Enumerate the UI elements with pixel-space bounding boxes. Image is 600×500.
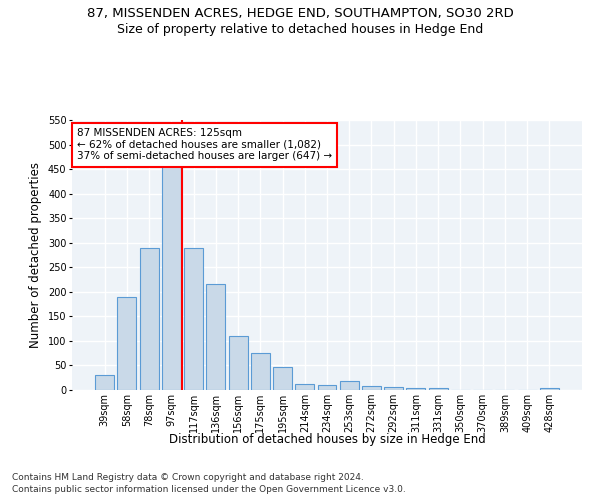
Text: Contains HM Land Registry data © Crown copyright and database right 2024.: Contains HM Land Registry data © Crown c… [12, 472, 364, 482]
Bar [406, 388, 425, 390]
Bar [273, 367, 292, 390]
Bar [140, 248, 158, 390]
Bar [184, 248, 203, 390]
Bar [162, 164, 181, 390]
Bar [295, 384, 314, 390]
Text: 87 MISSENDEN ACRES: 125sqm
← 62% of detached houses are smaller (1,082)
37% of s: 87 MISSENDEN ACRES: 125sqm ← 62% of deta… [77, 128, 332, 162]
Text: Distribution of detached houses by size in Hedge End: Distribution of detached houses by size … [169, 432, 485, 446]
Bar [429, 388, 448, 390]
Bar [251, 353, 270, 390]
Bar [229, 336, 248, 390]
Bar [206, 284, 225, 390]
Text: Contains public sector information licensed under the Open Government Licence v3: Contains public sector information licen… [12, 485, 406, 494]
Text: 87, MISSENDEN ACRES, HEDGE END, SOUTHAMPTON, SO30 2RD: 87, MISSENDEN ACRES, HEDGE END, SOUTHAMP… [86, 8, 514, 20]
Y-axis label: Number of detached properties: Number of detached properties [29, 162, 42, 348]
Text: Size of property relative to detached houses in Hedge End: Size of property relative to detached ho… [117, 22, 483, 36]
Bar [384, 386, 403, 390]
Bar [340, 381, 359, 390]
Bar [540, 388, 559, 390]
Bar [362, 386, 381, 390]
Bar [317, 385, 337, 390]
Bar [95, 376, 114, 390]
Bar [118, 296, 136, 390]
